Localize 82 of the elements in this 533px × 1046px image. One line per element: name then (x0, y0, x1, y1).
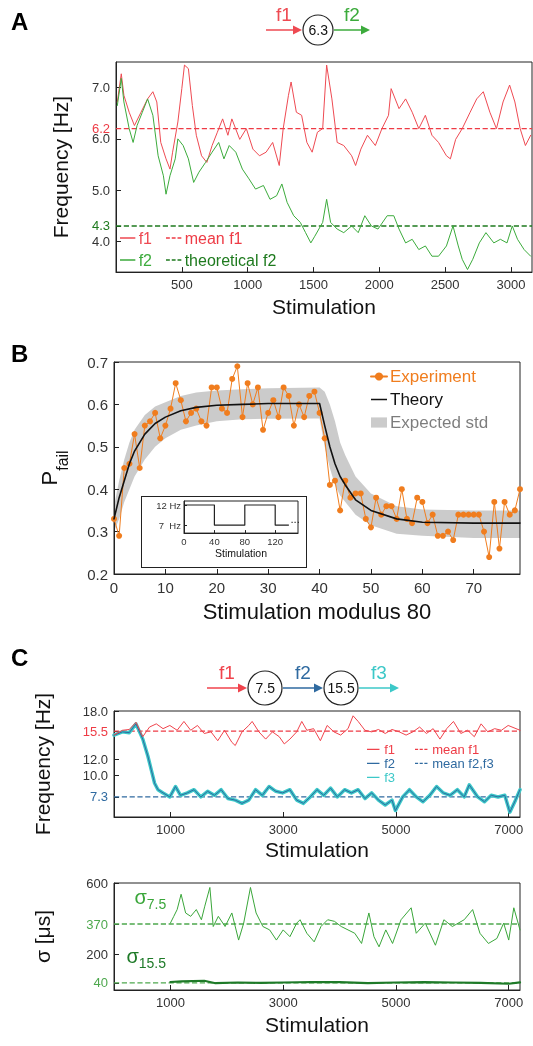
x-tick-label: 2500 (430, 277, 460, 293)
legend-label: f3 (384, 770, 396, 785)
y-axis-title: Frequency [Hz] (30, 692, 54, 836)
x-tick-label: 120 (267, 535, 284, 547)
x-tick-label: 30 (259, 579, 277, 596)
x-tick-label: 5000 (381, 995, 411, 1010)
x-tick-label: 80 (239, 535, 251, 547)
legend-label: f2 (138, 251, 153, 269)
text: 7.5 (255, 680, 275, 696)
x-tick-label: 7000 (494, 995, 524, 1010)
series-label: σ$_{15.5}$ (126, 944, 166, 971)
legend-label: Experiment (390, 367, 477, 386)
x-tick-label: 40 (209, 535, 220, 547)
x-tick-label: 1500 (299, 277, 328, 293)
legend-label: Theory (390, 390, 444, 409)
x-tick-label: 1000 (155, 995, 185, 1010)
legend-label: mean f1 (432, 742, 480, 757)
x-tick-label: 1000 (155, 822, 185, 837)
annotation: ... (290, 513, 300, 526)
y-tick-label: 200 (86, 946, 108, 962)
y-tick-label: 18.0 (82, 703, 108, 719)
x-tick-label: 50 (362, 579, 380, 596)
x-tick-label: 2000 (364, 277, 394, 293)
chart-title: B (11, 339, 29, 367)
legend-label: theoretical f2 (184, 251, 277, 269)
y-axis-title: Pfail (36, 450, 71, 486)
chart-title: C (11, 643, 29, 671)
x-axis-title: Stimulation (272, 295, 376, 318)
text: f2 (344, 3, 360, 25)
text: f3 (371, 661, 387, 683)
x-tick-label: 70 (465, 579, 483, 596)
x-axis-title: Stimulation modulus 80 (202, 598, 432, 624)
chart-title: A (11, 7, 29, 35)
x-axis-title: Stimulation (265, 1012, 369, 1036)
y-tick-label: 12.0 (82, 751, 108, 767)
y-tick-label: 4.0 (91, 233, 110, 249)
x-tick-label: 40 (311, 579, 328, 596)
y-tick-label: 7 Hz (158, 519, 182, 531)
legend-label: f2 (384, 756, 396, 771)
y-tick-label: 370 (86, 916, 108, 932)
y-tick-label: 0.2 (87, 565, 108, 583)
text: f1 (276, 3, 292, 25)
annotation: Expected std (390, 413, 489, 432)
x-tick-label: 3000 (496, 277, 526, 293)
x-tick-label: 0 (181, 535, 187, 547)
y-tick-label: 15.5 (82, 723, 108, 739)
legend-label: mean f2,f3 (432, 756, 494, 771)
y-tick-label: 0.3 (87, 523, 108, 541)
y-axis-title: σ [μs] (30, 909, 54, 964)
x-tick-label: 3000 (268, 995, 298, 1010)
x-tick-label: 1000 (233, 277, 263, 293)
series-label: σ$_{7.5}$ (134, 886, 167, 913)
text: f2 (295, 661, 311, 683)
y-tick-label: 4.3 (91, 218, 110, 234)
x-tick-label: 20 (208, 579, 226, 596)
text: f1 (219, 661, 235, 683)
y-tick-label: 0.6 (87, 395, 108, 413)
y-tick-label: 0.5 (87, 438, 108, 456)
y-tick-label: 40 (93, 975, 108, 991)
legend-label: f1 (384, 742, 396, 757)
y-tick-label: 0.4 (87, 480, 108, 498)
y-tick-label: 7.0 (91, 80, 110, 96)
text: 6.3 (308, 22, 328, 38)
y-tick-label: 600 (86, 875, 108, 891)
x-tick-label: 0 (109, 579, 119, 596)
y-tick-label: 12 Hz (156, 499, 182, 511)
y-axis-title: Frequency [Hz] (48, 95, 72, 239)
x-tick-label: 10 (157, 579, 174, 596)
x-tick-label: 7000 (494, 822, 524, 837)
text: 15.5 (327, 680, 355, 696)
x-tick-label: 60 (414, 579, 431, 596)
x-tick-label: 3000 (268, 822, 298, 837)
y-tick-label: 5.0 (91, 182, 110, 198)
x-axis-title: Stimulation (215, 546, 268, 559)
x-tick-label: 500 (170, 277, 193, 293)
y-tick-label: 7.3 (89, 789, 108, 805)
legend-label: f1 (138, 229, 153, 247)
legend-label: mean f1 (184, 229, 243, 247)
y-tick-label: 0.7 (87, 353, 108, 371)
x-axis-title: Stimulation (265, 838, 369, 861)
x-tick-label: 5000 (381, 822, 411, 837)
y-tick-label: 10.0 (82, 767, 108, 783)
